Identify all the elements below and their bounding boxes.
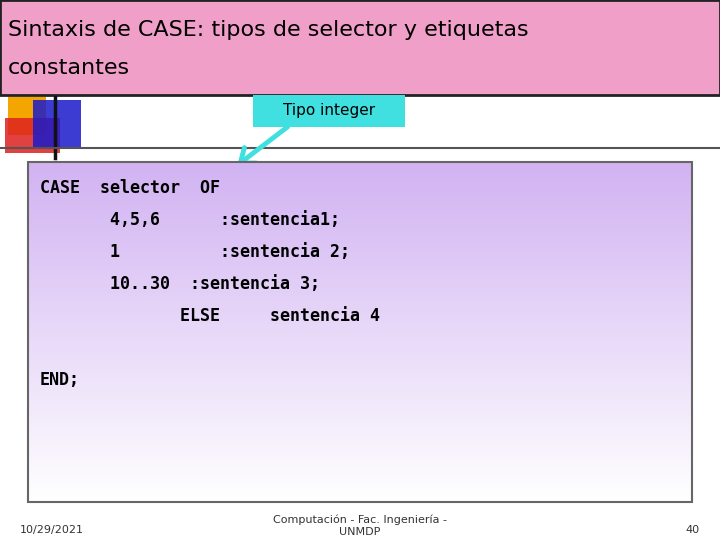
Bar [28, 162, 692, 502]
Text: Computación - Fac. Ingeniería -
UNMDP: Computación - Fac. Ingeniería - UNMDP [273, 515, 447, 537]
FancyArrowPatch shape [240, 127, 288, 163]
Text: ELSE     sentencia 4: ELSE sentencia 4 [40, 307, 380, 325]
Text: constantes: constantes [8, 58, 130, 78]
Text: 4,5,6      :sentencia1;: 4,5,6 :sentencia1; [40, 211, 340, 229]
Bar [8, 97, 46, 135]
Bar [33, 100, 81, 148]
Text: END;: END; [40, 371, 80, 389]
Text: Sintaxis de CASE: tipos de selector y etiquetas: Sintaxis de CASE: tipos de selector y et… [8, 20, 528, 40]
Text: CASE  selector  OF: CASE selector OF [40, 179, 220, 197]
FancyBboxPatch shape [253, 95, 405, 127]
Text: 10..30  :sentencia 3;: 10..30 :sentencia 3; [40, 275, 320, 293]
Text: Tipo integer: Tipo integer [283, 104, 375, 118]
Bar [0, 0, 720, 95]
Text: 40: 40 [686, 525, 700, 535]
Text: 10/29/2021: 10/29/2021 [20, 525, 84, 535]
Text: 1          :sentencia 2;: 1 :sentencia 2; [40, 243, 350, 261]
Bar [5, 118, 60, 153]
